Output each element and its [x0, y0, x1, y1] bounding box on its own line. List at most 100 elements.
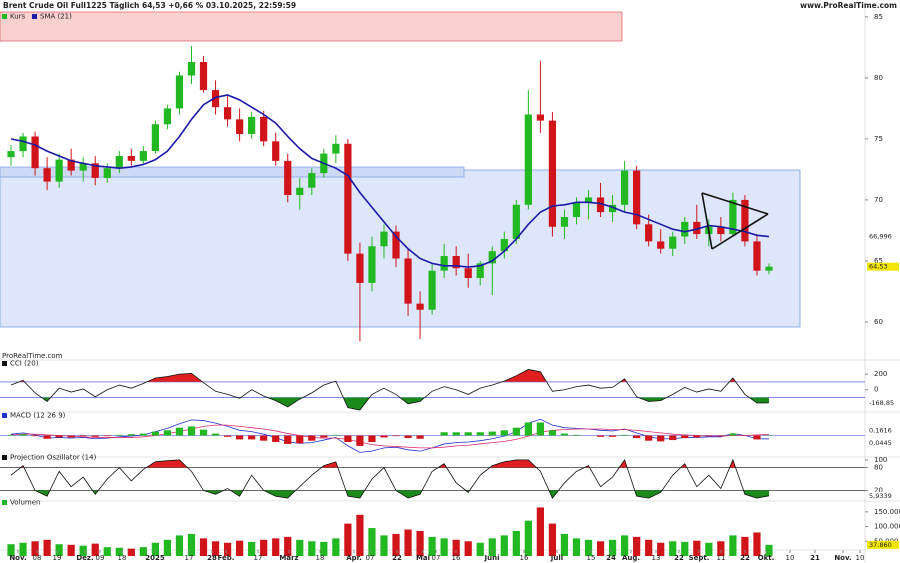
histogram-bar	[308, 435, 316, 441]
volume-bar	[404, 529, 412, 556]
value-tag-label: -168,85	[869, 399, 894, 407]
volume-bar	[596, 541, 605, 556]
candle-body	[741, 199, 749, 242]
candle-body	[260, 116, 268, 142]
value-tag-label: 0,1616	[869, 426, 892, 434]
x-tick-label: 22	[392, 554, 402, 562]
volume-bar	[693, 540, 701, 556]
histogram-bar	[681, 435, 689, 439]
histogram-bar	[19, 434, 27, 436]
candle-body	[7, 151, 15, 158]
candle-body	[621, 170, 629, 205]
candle-body	[296, 187, 304, 196]
volume-bar	[536, 507, 544, 556]
histogram-bar	[476, 432, 484, 436]
x-tick-label: 15	[587, 554, 596, 562]
histogram-bar	[416, 435, 424, 439]
indicator-line	[10, 369, 769, 411]
candle-body	[344, 143, 352, 254]
volume-bar	[584, 539, 593, 556]
histogram-bar	[356, 435, 364, 446]
indicator-line	[10, 458, 770, 499]
x-tick-label: 18	[118, 554, 127, 562]
histogram-bar	[705, 435, 713, 437]
candle-body	[633, 170, 641, 225]
histogram-bar	[524, 422, 532, 436]
x-tick-label: 17	[185, 554, 194, 562]
volume-bar	[91, 543, 99, 556]
volume-bar	[7, 544, 15, 556]
x-tick-label: Feb.	[218, 554, 235, 562]
volume-bar	[344, 523, 352, 556]
x-tick-label: 22	[674, 554, 684, 562]
x-tick-label: Apr.	[346, 554, 362, 562]
candle-body	[548, 120, 557, 227]
y-tick-label: 65	[874, 257, 883, 265]
y-tick-label: 100.000	[874, 523, 900, 531]
volume-bar	[260, 539, 268, 556]
candle-body	[657, 241, 665, 249]
histogram-bar	[621, 434, 629, 436]
volume-bar	[223, 542, 232, 556]
volume-bar	[657, 542, 665, 556]
candle-body	[55, 159, 63, 182]
volume-bar	[560, 533, 569, 556]
candle-body	[248, 116, 256, 135]
histogram-bar	[151, 431, 159, 436]
volume-bar	[729, 535, 737, 556]
candle-body	[127, 155, 135, 161]
histogram-bar	[572, 434, 581, 436]
histogram-bar	[236, 435, 244, 440]
volume-bar	[296, 539, 304, 556]
volume-bar	[452, 539, 460, 556]
y-tick-label: 85	[874, 13, 883, 21]
panel-icon	[2, 500, 7, 505]
x-tick-label: 11	[717, 554, 726, 562]
x-tick-label: 07	[432, 554, 441, 562]
x-tick-label: Okt.	[758, 554, 775, 562]
candle-body	[284, 160, 292, 196]
candle-body	[187, 62, 196, 76]
histogram-bar	[404, 435, 412, 439]
site-name: www.ProRealTime.com	[800, 1, 897, 10]
volume-bar	[19, 542, 27, 556]
volume-bar	[416, 530, 424, 556]
x-tick-label: 24	[606, 554, 616, 562]
histogram-bar	[344, 435, 352, 442]
histogram-bar	[753, 435, 761, 440]
volume-bar	[669, 541, 677, 556]
x-tick-label: März	[279, 554, 298, 562]
histogram-bar	[79, 435, 87, 437]
value-tag	[867, 540, 899, 549]
volume-bar	[681, 541, 689, 556]
volume-bar	[139, 547, 147, 556]
candle-body	[596, 197, 605, 213]
candle-body	[368, 246, 376, 283]
histogram-bar	[187, 426, 196, 436]
volume-bar	[368, 528, 376, 556]
volume-bar	[43, 539, 51, 556]
y-tick-label: 80	[874, 464, 883, 472]
volume-bar	[488, 538, 496, 556]
volume-bar	[633, 536, 641, 556]
candle-body	[536, 114, 544, 121]
sma-line	[10, 94, 770, 268]
value-tag	[867, 426, 899, 435]
candle-body	[115, 155, 123, 169]
volume-bar	[476, 542, 484, 556]
candle-body	[669, 236, 677, 249]
panel-title: MACD (12 26 9)	[10, 412, 66, 420]
volume-bar	[151, 542, 159, 556]
histogram-bar	[392, 435, 400, 437]
value-tag	[867, 398, 899, 407]
x-tick-label: 2025	[145, 554, 165, 562]
candle-body	[753, 241, 761, 271]
y-tick-label: 150.000	[874, 508, 900, 516]
x-tick-label: 17	[254, 554, 263, 562]
volume-bar	[428, 536, 436, 556]
legend-swatch	[32, 14, 37, 19]
watermark: ProRealTime.com	[2, 352, 63, 360]
histogram-bar	[669, 435, 677, 441]
x-tick-label: Nov.	[834, 554, 851, 562]
